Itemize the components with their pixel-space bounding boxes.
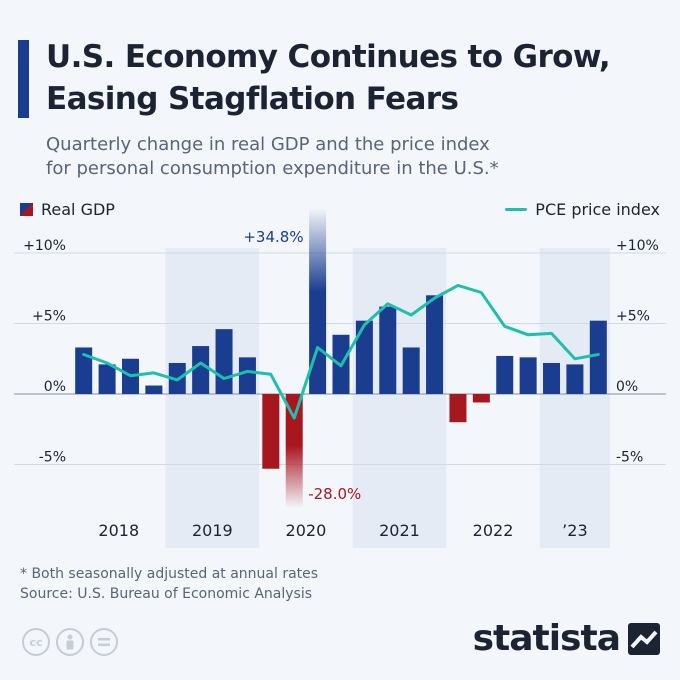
gdp-bar — [355, 320, 373, 394]
x-tick-label: 2021 — [379, 521, 420, 540]
gdp-bar — [519, 357, 537, 394]
legend-gdp-label: Real GDP — [41, 200, 115, 219]
gdp-bar — [543, 362, 561, 394]
data-label-gdp-max: +34.8% — [243, 228, 303, 246]
x-tick-label: 2018 — [98, 521, 139, 540]
gdp-bar — [379, 306, 397, 394]
gdp-bar — [589, 320, 607, 394]
x-tick-label: 2022 — [473, 521, 514, 540]
legend-pce: PCE price index — [505, 200, 660, 219]
legend-pce-label: PCE price index — [535, 200, 660, 219]
gdp-bar — [426, 295, 444, 394]
license-icons: cc — [22, 628, 118, 656]
gdp-bar — [192, 346, 210, 394]
y-tick-label-left: +5% — [32, 309, 66, 325]
subtitle-line-1: Quarterly change in real GDP and the pri… — [46, 134, 490, 155]
title-line-1: U.S. Economy Continues to Grow, — [46, 39, 611, 75]
subtitle-line-2: for personal consumption expenditure in … — [46, 158, 499, 179]
chart-subtitle: Quarterly change in real GDP and the pri… — [46, 133, 666, 181]
gdp-pce-chart: 2018 2019 2020 2021 2022 ’23 +10% +10% +5% +5% 0% 0… — [14, 208, 666, 548]
legend-pce-swatch — [505, 208, 528, 211]
y-tick-label-right: +5% — [616, 309, 650, 325]
x-tick-label: ’23 — [562, 521, 587, 540]
gdp-bar — [145, 385, 163, 394]
gdp-bar — [215, 329, 233, 394]
brand-name: statista — [472, 618, 621, 659]
y-tick-label-right: -5% — [616, 450, 643, 466]
gdp-bar — [449, 394, 467, 423]
footnote: * Both seasonally adjusted at annual rat… — [20, 564, 318, 604]
gdp-bar — [309, 208, 327, 394]
y-tick-label-left: -5% — [39, 450, 66, 466]
attribution-icon[interactable] — [56, 628, 84, 656]
y-tick-label-left: 0% — [44, 379, 66, 395]
year-band-3 — [352, 248, 447, 548]
year-band-1 — [165, 248, 260, 548]
statista-logo[interactable]: statista — [473, 618, 660, 659]
statista-mark-icon — [628, 622, 660, 655]
cc-icon[interactable]: cc — [22, 628, 50, 656]
title-line-2: Easing Stagflation Fears — [46, 81, 459, 117]
y-tick-label-left: +10% — [23, 238, 66, 254]
chart-title: U.S. Economy Continues to Grow, Easing S… — [46, 36, 676, 120]
gdp-bar — [75, 347, 93, 394]
footnote-source: Source: U.S. Bureau of Economic Analysis — [20, 586, 313, 602]
legend-real-gdp: Real GDP — [20, 200, 115, 219]
gdp-bar — [566, 364, 584, 394]
gdp-bar — [262, 394, 280, 469]
gdp-bar — [238, 357, 256, 394]
data-label-gdp-min: -28.0% — [308, 485, 361, 503]
x-tick-label: 2019 — [192, 521, 233, 540]
gdp-bar — [472, 394, 490, 403]
no-derivatives-icon[interactable] — [90, 628, 118, 656]
legend-gdp-swatch — [20, 203, 33, 216]
gdp-bar — [98, 364, 116, 394]
gdp-bar — [496, 355, 514, 394]
title-accent-bar — [18, 40, 29, 118]
year-band-5 — [539, 248, 610, 548]
gdp-bar — [402, 347, 420, 394]
y-tick-label-right: +10% — [616, 238, 659, 254]
gdp-bar — [285, 394, 303, 508]
y-tick-label-right: 0% — [616, 379, 638, 395]
x-tick-label: 2020 — [286, 521, 327, 540]
footnote-note: * Both seasonally adjusted at annual rat… — [20, 566, 319, 582]
